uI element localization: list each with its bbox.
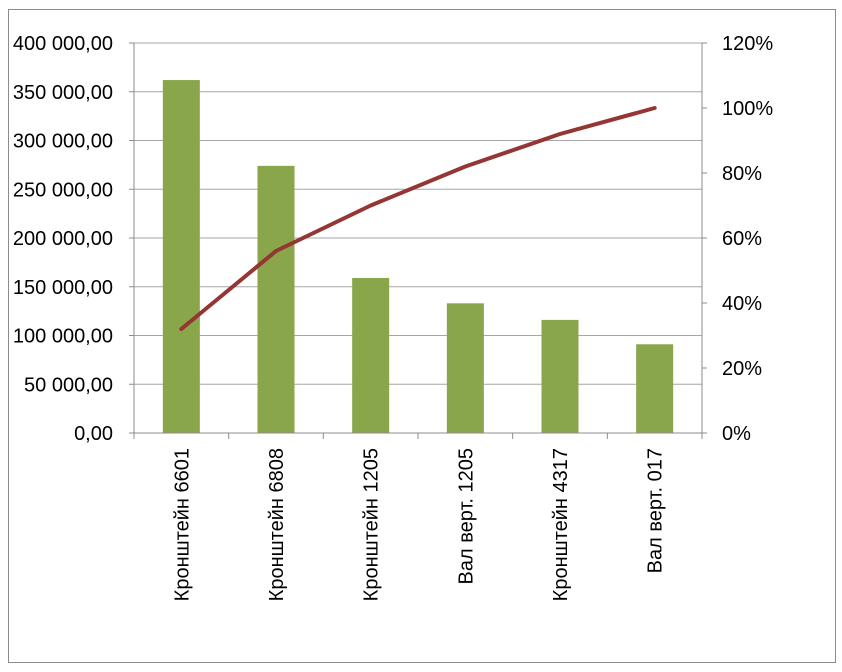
left-axis-tick-labels: 0,00 50 000,00 100 000,00 150 000,00 200 000… — [13, 33, 113, 445]
y-tick-label: 350 000,00 — [13, 82, 113, 104]
category-label: Кронштейн 6808 — [266, 448, 288, 601]
bar-series — [162, 80, 674, 434]
category-label: Кронштейн 6601 — [171, 448, 193, 601]
y-tick-label: 150 000,00 — [13, 277, 113, 299]
bar — [636, 344, 674, 433]
y-tick-label: 250 000,00 — [13, 179, 113, 201]
y-tick-label: 50 000,00 — [24, 374, 113, 396]
y-tick-label: 300 000,00 — [13, 131, 113, 153]
category-label: Вал верт. 1205 — [455, 448, 477, 584]
y2-tick-label: 20% — [722, 358, 762, 380]
category-tick-labels: Кронштейн 6601 Кронштейн 6808 Кронштейн 12… — [171, 448, 666, 601]
cumulative-line — [179, 106, 657, 331]
axes — [129, 42, 707, 439]
y-tick-label: 400 000,00 — [13, 33, 113, 55]
y-tick-label: 100 000,00 — [13, 326, 113, 348]
y2-tick-label: 60% — [722, 228, 762, 250]
bar — [257, 165, 295, 433]
y2-tick-label: 80% — [722, 163, 762, 185]
y2-tick-label: 0% — [722, 423, 751, 445]
y-tick-label: 0,00 — [74, 423, 113, 445]
y2-tick-label: 120% — [722, 33, 773, 55]
y2-tick-label: 100% — [722, 98, 773, 120]
bar — [541, 319, 579, 433]
category-label: Кронштейн 4317 — [550, 448, 572, 601]
category-label: Вал верт. 017 — [645, 448, 667, 573]
gridlines — [134, 42, 702, 385]
cumulative-line-series — [179, 106, 657, 331]
category-label: Кронштейн 1205 — [361, 448, 383, 601]
y2-tick-label: 40% — [722, 293, 762, 315]
bar — [162, 80, 200, 434]
bar — [352, 277, 390, 433]
y-tick-label: 200 000,00 — [13, 228, 113, 250]
right-axis-tick-labels: 0% 20% 40% 60% 80% 100% 120% — [722, 33, 773, 445]
bar — [446, 303, 484, 433]
